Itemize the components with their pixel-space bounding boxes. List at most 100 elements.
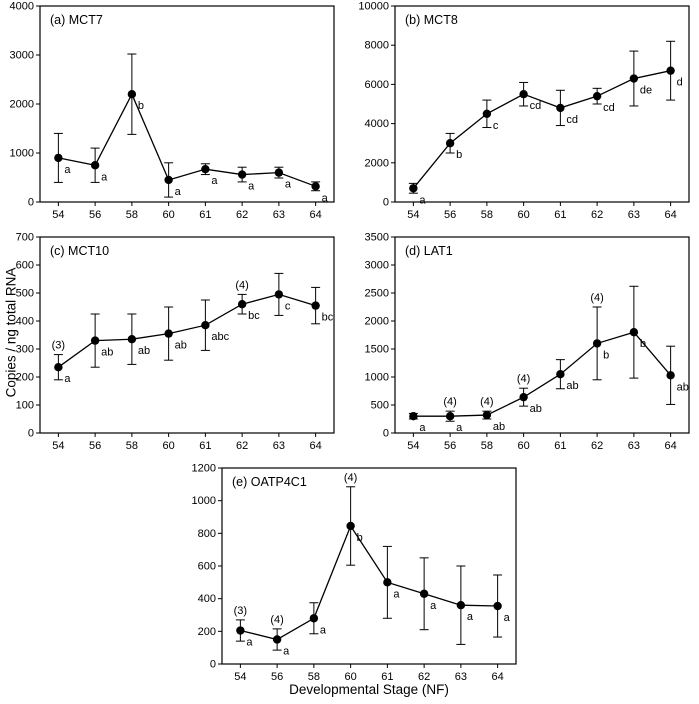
significance-label: a [283, 646, 290, 658]
significance-label: a [322, 192, 329, 204]
significance-label: a [246, 637, 253, 649]
y-tick-label: 1000 [365, 372, 389, 384]
y-tick-label: 0 [383, 197, 389, 209]
series-line [413, 331, 672, 417]
data-point [309, 614, 319, 623]
data-point [127, 335, 137, 344]
x-tick-label: 63 [628, 440, 640, 452]
x-tick-label: 58 [481, 440, 493, 452]
x-tick-label: 64 [310, 209, 322, 221]
sample-size-annotation: (4) [235, 279, 248, 291]
y-tick-label: 2000 [10, 99, 34, 111]
data-point [272, 635, 282, 644]
significance-label: a [101, 171, 108, 183]
data-point [666, 66, 675, 75]
significance-label: a [211, 175, 218, 187]
y-tick-label: 100 [16, 400, 34, 412]
series-line [240, 524, 498, 641]
y-tick-label: 600 [198, 561, 216, 573]
significance-label: a [430, 600, 437, 612]
x-tick-label: 62 [591, 209, 603, 221]
y-tick-label: 1000 [10, 148, 34, 160]
y-tick-label: 300 [16, 344, 34, 356]
data-point [311, 182, 320, 191]
panel-d-svg: 0 500 1000 1500 2000 2500 3000 3500 54 56 58 60 61 62… [365, 232, 690, 452]
y-tick-label: 1500 [365, 344, 389, 356]
sample-size-annotation: (4) [590, 292, 603, 304]
y-tick-label: 4000 [10, 1, 34, 13]
y-tick-label: 600 [16, 260, 34, 272]
significance-label: a [504, 612, 511, 624]
series-line [57, 293, 316, 368]
y-tick-label: 10000 [358, 1, 389, 13]
data-point [311, 301, 320, 310]
significance-label: ab [175, 340, 187, 352]
significance-label: de [640, 85, 652, 97]
x-tick-label: 60 [163, 440, 175, 452]
data-point [493, 601, 502, 611]
data-point [237, 300, 247, 309]
x-tick-label: 56 [271, 671, 283, 683]
data-point [90, 161, 100, 170]
data-point [274, 168, 284, 177]
y-tick-label: 0 [28, 428, 34, 440]
y-tick-label: 3000 [365, 260, 389, 272]
data-point [127, 90, 137, 99]
significance-label: b [456, 149, 462, 161]
significance-label: a [467, 611, 474, 623]
panel-a-mct7: 0 1000 2000 3000 4000 54 56 58 60 61 62 63 64 a a b a a a a… [0, 0, 344, 231]
data-point [236, 626, 245, 635]
significance-label: a [248, 181, 255, 193]
data-point [237, 170, 247, 179]
x-tick-label: 54 [407, 209, 419, 221]
significance-label: b [138, 100, 144, 112]
data-point [482, 109, 492, 119]
plot-border [39, 236, 335, 434]
significance-label: cd [566, 114, 578, 126]
y-tick-label: 4000 [365, 118, 389, 130]
y-tick-label: 1000 [192, 495, 216, 507]
significance-label: ab [101, 347, 113, 359]
significance-label: c [493, 120, 499, 132]
significance-label: a [419, 422, 426, 434]
y-tick-label: 700 [16, 232, 34, 244]
data-point [629, 74, 639, 83]
significance-label: a [393, 588, 400, 600]
data-point [419, 589, 429, 598]
data-point [592, 339, 602, 348]
panel-b-mct8: 0 2000 4000 6000 8000 10000 54 56 58 60 61 62 63 64 a b… [355, 0, 699, 231]
panel-c-mct10: 0 100 200 300 400 500 600 700 54 56 58 60 61 62 63 64 a a… [0, 231, 344, 462]
x-tick-label: 62 [591, 440, 603, 452]
plot-border [221, 467, 517, 665]
y-tick-label: 3500 [365, 232, 389, 244]
y-tick-label: 3000 [10, 50, 34, 62]
significance-label: ab [493, 421, 505, 433]
significance-label: abc [211, 331, 229, 343]
significance-label: b [603, 349, 609, 361]
x-tick-label: 60 [518, 209, 530, 221]
data-point [666, 371, 675, 380]
x-tick-label: 63 [455, 671, 467, 683]
panel-title: (c) MCT10 [50, 244, 109, 258]
data-point [90, 336, 100, 345]
significance-label: cd [603, 102, 615, 114]
series-line [412, 70, 671, 189]
y-tick-label: 800 [198, 528, 216, 540]
panel-b-svg: 0 2000 4000 6000 8000 10000 54 56 58 60 61 62 63 64 a b… [358, 1, 690, 221]
data-point [409, 412, 418, 421]
panel-d-lat1: 0 500 1000 1500 2000 2500 3000 3500 54 56 58 60 61 62… [355, 231, 699, 462]
x-tick-label: 54 [234, 671, 246, 683]
significance-label: a [64, 373, 71, 385]
sample-size-annotation: (3) [234, 605, 247, 617]
sample-size-annotation: (4) [344, 472, 357, 484]
x-tick-label: 56 [444, 209, 456, 221]
data-point [592, 91, 602, 101]
data-point [201, 321, 210, 330]
y-tick-label: 2000 [365, 316, 389, 328]
data-point [519, 392, 528, 402]
x-tick-label: 64 [665, 440, 677, 452]
panel-title: (a) MCT7 [50, 13, 103, 27]
plot-border [394, 236, 690, 434]
y-tick-label: 6000 [365, 79, 389, 91]
